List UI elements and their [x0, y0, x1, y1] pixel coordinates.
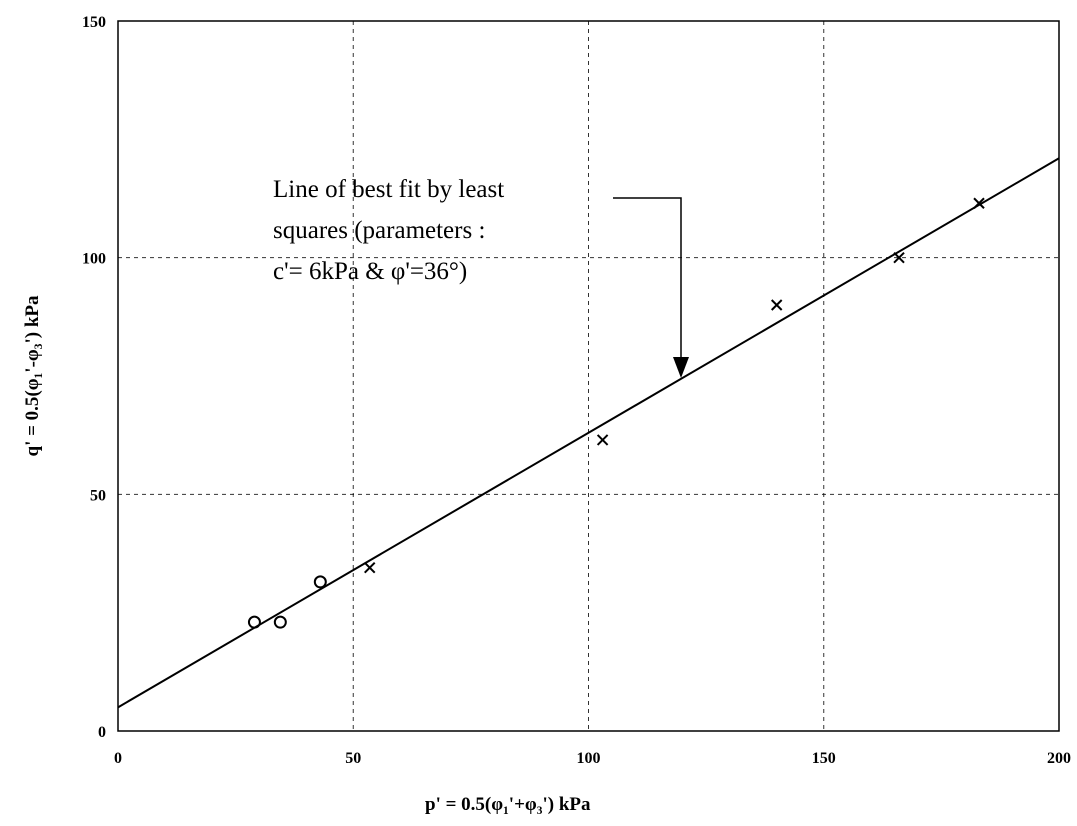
x-tick-label: 0 — [114, 750, 122, 767]
y-tick-label: 150 — [82, 14, 106, 31]
data-point-cross — [364, 561, 376, 574]
x-tick-label: 50 — [345, 750, 361, 767]
grid-lines — [118, 21, 1059, 731]
data-point-cross — [596, 434, 609, 446]
annotation: Line of best fit by least squares (param… — [273, 176, 689, 378]
annotation-line-2: squares (parameters : — [273, 217, 485, 244]
annotation-line-3: c'= 6kPa & φ'=36°) — [273, 258, 467, 285]
y-tick-label: 100 — [82, 251, 106, 268]
data-point-circle — [313, 575, 327, 589]
y-axis-label: q' = 0.5(φ₁'-φ₃') kPa — [22, 295, 43, 456]
plot-frame — [117, 20, 1060, 732]
tick-labels: 0 50 100 150 200 0 50 100 150 — [82, 14, 1071, 767]
data-point-cross — [973, 197, 985, 209]
data-point-circle — [273, 615, 287, 629]
data-point-circle — [247, 615, 261, 629]
data-point-cross — [770, 299, 783, 311]
y-tick-label: 0 — [98, 724, 106, 741]
x-tick-label: 200 — [1047, 750, 1071, 767]
annotation-arrow-shaft — [613, 197, 682, 358]
x-axis-label: p' = 0.5(φ₁'+φ₃') kPa — [425, 794, 591, 815]
x-tick-label: 100 — [577, 750, 601, 767]
data-point-cross — [893, 251, 905, 264]
data-points — [247, 197, 985, 629]
annotation-arrow-head — [673, 357, 689, 378]
y-tick-label: 50 — [90, 487, 106, 504]
best-fit-line — [117, 157, 1060, 709]
x-tick-label: 150 — [812, 750, 836, 767]
annotation-line-1: Line of best fit by least — [273, 176, 504, 203]
